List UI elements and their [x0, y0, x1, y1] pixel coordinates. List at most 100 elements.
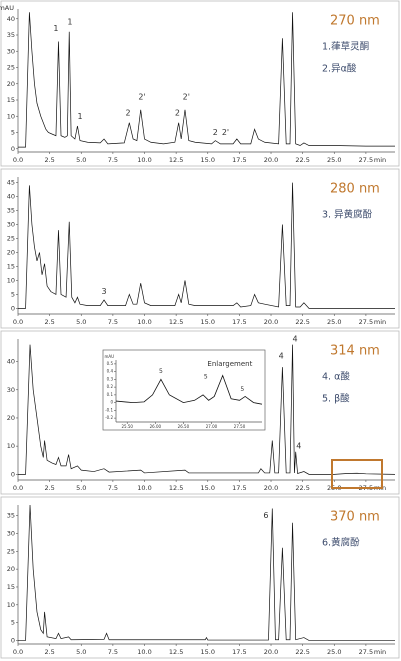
x-tick-label: 27.5 — [359, 318, 373, 326]
peak-label: 1 — [77, 112, 82, 121]
y-tick-label: 0.1 — [107, 392, 114, 397]
y-tick-label: 35 — [7, 207, 15, 215]
x-tick-label: 17.5 — [232, 318, 246, 326]
peak-label: 5 — [240, 386, 244, 393]
y-tick-label: 30 — [7, 386, 15, 394]
x-tick-label: 2.5 — [44, 318, 54, 326]
peak-label: 2' — [138, 92, 145, 101]
x-tick-label: 20.0 — [264, 156, 278, 164]
panel-frame — [0, 0, 400, 167]
x-axis-label: min — [374, 648, 386, 656]
peak-label: 2 — [126, 109, 131, 118]
y-axis-label: mAU — [0, 4, 14, 12]
peak-label: 4 — [296, 442, 301, 451]
x-tick-label: 10.0 — [137, 318, 151, 326]
peak-label: 4 — [279, 351, 284, 360]
x-tick-label: 5.0 — [76, 648, 86, 656]
y-tick-label: 10 — [7, 276, 15, 284]
y-tick-label: 5 — [11, 619, 15, 627]
y-tick-label: 20 — [7, 414, 15, 422]
y-tick-label: 30 — [7, 47, 15, 55]
y-tick-label: 0 — [11, 304, 15, 312]
y-tick-label: 5 — [11, 129, 15, 137]
y-tick-label: 35 — [7, 512, 15, 520]
x-tick-label: 10.0 — [137, 648, 151, 656]
peak-label: 6 — [263, 511, 268, 520]
y-tick-label: 0 — [11, 145, 15, 153]
y-tick-label: 10 — [7, 112, 15, 120]
y-tick-label: 20 — [7, 80, 15, 88]
x-axis-label: min — [374, 156, 386, 164]
x-tick-label: 2.5 — [44, 156, 54, 164]
x-tick-label: 22.5 — [295, 648, 309, 656]
x-tick-label: 17.5 — [232, 648, 246, 656]
x-tick-label: 26.00 — [150, 424, 162, 429]
peak-legend-note: 1.葎草灵酮 — [322, 41, 369, 53]
x-tick-label: 10.0 — [137, 156, 151, 164]
peak-legend-note: 3. 异黄腐酚 — [322, 209, 373, 221]
x-tick-label: 12.5 — [169, 156, 183, 164]
y-tick-label: 0 — [11, 636, 15, 644]
x-tick-label: 17.5 — [232, 484, 246, 492]
y-tick-label: 30 — [7, 530, 15, 538]
inset-title: Enlargement — [207, 360, 252, 368]
y-tick-label: 15 — [7, 96, 15, 104]
x-tick-label: 15.0 — [201, 484, 215, 492]
peak-label: 5 — [159, 368, 163, 375]
x-tick-label: 5.0 — [76, 318, 86, 326]
x-tick-label: 2.5 — [44, 648, 54, 656]
peak-label: 2' — [183, 92, 190, 101]
y-tick-label: 15 — [7, 583, 15, 591]
x-tick-label: 0.0 — [13, 318, 23, 326]
x-tick-label: 22.5 — [295, 484, 309, 492]
peak-label: 3 — [101, 287, 106, 296]
x-tick-label: 5.0 — [76, 484, 86, 492]
x-tick-label: 17.5 — [232, 156, 246, 164]
wavelength-label: 314 nm — [330, 344, 380, 359]
peak-legend-note: 5. β酸 — [322, 393, 350, 405]
chromatogram-trace — [115, 374, 263, 405]
y-tick-label: 0.3 — [107, 376, 114, 381]
panel-frame — [0, 496, 400, 659]
peak-label: 1 — [67, 18, 72, 27]
y-tick-label: 0.2 — [107, 384, 114, 389]
chromatogram-trace — [18, 504, 395, 641]
peak-label: 4 — [293, 335, 298, 344]
y-tick-label: 25 — [7, 64, 15, 72]
peak-label: 2 — [175, 109, 180, 118]
y-tick-label: 40 — [7, 358, 15, 366]
wavelength-label: 270 nm — [330, 14, 380, 29]
y-tick-label: 30 — [7, 221, 15, 229]
x-tick-label: 27.5 — [359, 648, 373, 656]
y-tick-label: 20 — [7, 565, 15, 573]
x-tick-label: 7.5 — [108, 648, 118, 656]
x-tick-label: 20.0 — [264, 648, 278, 656]
x-tick-label: 20.0 — [264, 484, 278, 492]
x-tick-label: 15.0 — [201, 156, 215, 164]
y-axis-label: mAU — [104, 354, 114, 359]
x-tick-label: 27.00 — [206, 424, 218, 429]
y-tick-label: 40 — [7, 193, 15, 201]
peak-legend-note: 4. α酸 — [322, 371, 350, 383]
peak-label: 1 — [53, 24, 58, 33]
x-tick-label: 27.50 — [234, 424, 246, 429]
x-tick-label: 22.5 — [295, 318, 309, 326]
peak-legend-note: 2.异α酸 — [322, 63, 357, 75]
wavelength-label: 280 nm — [330, 182, 380, 197]
x-tick-label: 27.5 — [359, 156, 373, 164]
y-tick-label: 5 — [11, 290, 15, 298]
y-tick-label: -0.2 — [105, 415, 113, 420]
y-tick-label: 35 — [7, 31, 15, 39]
x-tick-label: 15.0 — [201, 318, 215, 326]
y-tick-label: 0 — [11, 470, 15, 478]
x-tick-label: 25.0 — [327, 648, 341, 656]
x-tick-label: 12.5 — [169, 484, 183, 492]
peak-label: 5 — [204, 374, 208, 381]
peak-legend-note: 6.黄腐酚 — [322, 537, 360, 549]
chromatogram-trace — [18, 12, 395, 148]
zoom-region-box — [331, 459, 383, 489]
y-tick-label: 45 — [7, 179, 15, 187]
x-tick-label: 10.0 — [137, 484, 151, 492]
panel-frame — [0, 168, 400, 329]
